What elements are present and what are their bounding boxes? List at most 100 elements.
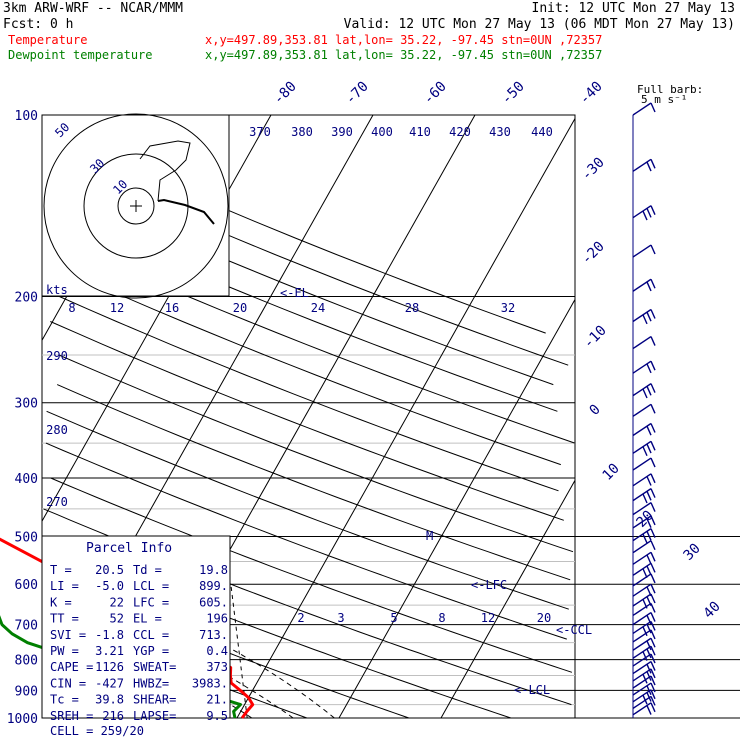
theta-label: 280: [46, 423, 68, 437]
wind-barb-staff: [632, 695, 652, 709]
wind-barb: [632, 502, 656, 516]
wind-barb-flag: [646, 161, 652, 172]
wind-barb-flag: [650, 102, 656, 113]
theta-label: 420: [449, 125, 471, 139]
isotherm-label: 40: [701, 599, 724, 622]
wind-barb: [632, 645, 656, 661]
isotherm-label: -40: [577, 79, 606, 108]
wind-barb: [632, 612, 656, 626]
parcel-info-key: Tc =: [50, 693, 79, 707]
mixing-ratio-label: 5: [390, 611, 397, 625]
isotherm-label: -70: [343, 79, 372, 108]
wind-barb-flag: [646, 208, 652, 218]
pressure-tick-label: 700: [15, 619, 38, 634]
wind-barb: [632, 528, 656, 544]
dry-adiabat: [50, 321, 564, 521]
wind-barb: [632, 102, 656, 116]
wind-barb-flag: [650, 336, 656, 346]
header-valid: Valid: 12 UTC Mon 27 May 13 (06 MDT Mon …: [344, 17, 735, 32]
wind-barb-staff: [632, 244, 652, 258]
wind-barb: [632, 336, 656, 350]
wind-barb-flag: [650, 383, 656, 393]
isotherm-label: -50: [499, 79, 528, 108]
parcel-info-value: 39.8: [95, 693, 124, 707]
parcel-info-key: SREH =: [50, 709, 93, 723]
wind-barb-staff: [632, 583, 652, 597]
wind-barb-staff: [632, 205, 652, 219]
parcel-info-key: CIN =: [50, 676, 86, 690]
lfc-marker: <-LFC: [471, 578, 507, 592]
mixing-ratio-label: 3: [337, 611, 344, 625]
isotherm-label: -60: [421, 79, 450, 108]
parcel-info-key: CCL =: [133, 628, 169, 642]
wind-barb: [632, 158, 656, 172]
parcel-info-key: EL =: [133, 612, 162, 626]
wind-barb-flag: [650, 583, 656, 594]
wind-barb-flag: [650, 563, 656, 573]
isotherm-line: [236, 118, 576, 719]
wind-barb: [632, 668, 656, 684]
lcl-marker: <-LCL: [514, 683, 550, 697]
wind-barb-staff: [632, 308, 652, 323]
parcel-info-key: Td =: [133, 563, 162, 577]
parcel-info-value: 3983.: [192, 676, 228, 690]
wind-barb: [632, 637, 656, 651]
wind-barb-flag: [646, 531, 652, 541]
mixing-ratio-line: [230, 584, 248, 719]
wind-barb-flag: [650, 689, 656, 700]
legend-info: x,y=497.89,353.81 lat,lon= 35.22, -97.45…: [205, 48, 602, 62]
wind-barb-flag: [646, 281, 652, 292]
wind-barb: [632, 573, 656, 587]
wind-barb-flag: [650, 205, 656, 215]
wind-barb: [632, 383, 656, 399]
wind-barb-staff: [632, 573, 652, 587]
parcel-info-key: SVI =: [50, 628, 86, 642]
wind-barb-flag: [650, 441, 656, 451]
parcel-info-value: 20.5: [95, 563, 124, 577]
wind-barb-staff: [632, 637, 652, 651]
wind-barb-staff: [632, 403, 652, 417]
wind-barb-flag: [650, 309, 656, 319]
parcel-info-value: 1126: [95, 660, 124, 674]
wind-barb-staff: [632, 158, 652, 172]
theta-label: 390: [331, 125, 353, 139]
wind-barb-flag: [650, 540, 656, 551]
wind-barb-flag: [650, 551, 656, 562]
wind-barb-staff: [632, 515, 652, 529]
wind-barb-staff: [632, 629, 652, 643]
hodograph-speed-label: 32: [501, 301, 515, 315]
dry-adiabat: [59, 296, 559, 492]
wind-barb: [632, 602, 656, 617]
hodograph-unit: kts: [46, 283, 68, 297]
wind-barb-staff: [632, 675, 652, 689]
isotherm-line: [338, 299, 576, 719]
parcel-info-key: T =: [50, 563, 72, 577]
wind-barb: [632, 682, 656, 696]
wind-barb-staff: [632, 602, 652, 617]
wind-barb-flag: [646, 518, 652, 528]
wind-barb-staff: [632, 668, 652, 682]
wind-barb: [632, 675, 656, 689]
wind-barb: [632, 488, 656, 504]
wind-barb-staff: [632, 102, 652, 116]
header-init: Init: 12 UTC Mon 27 May 13: [532, 1, 736, 16]
wind-barb-flag: [650, 668, 656, 679]
parcel-info-title: Parcel Info: [86, 541, 172, 556]
wind-barb-staff: [632, 620, 652, 635]
wind-barb-flag: [642, 493, 648, 504]
parcel-info-key: TT =: [50, 612, 79, 626]
isotherm-label: -10: [581, 323, 610, 352]
wind-barb: [632, 695, 656, 709]
parcel-info-key: LI =: [50, 579, 79, 593]
wind-barb-flag: [650, 621, 656, 631]
pressure-tick-label: 1000: [7, 712, 38, 727]
parcel-info-key: PW =: [50, 644, 79, 658]
wind-barb-flag: [646, 615, 652, 625]
wind-barb-staff: [632, 502, 652, 516]
parcel-info-key: SWEAT=: [133, 660, 176, 674]
isotherm-line: [440, 480, 576, 719]
hodograph-speed-label: 12: [110, 301, 124, 315]
isotherm-label: 30: [681, 541, 704, 564]
theta-label: 270: [46, 495, 68, 509]
